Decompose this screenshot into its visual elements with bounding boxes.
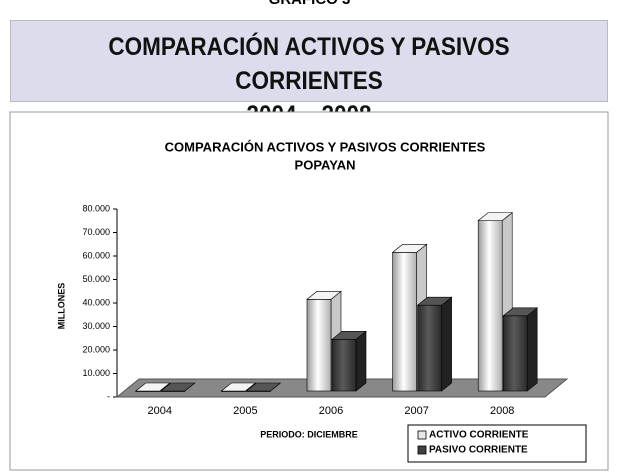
page-header: GRAFICO 3 (0, 0, 619, 8)
x-tick-label: 2008 (490, 405, 514, 417)
legend-swatch (417, 430, 427, 440)
bar (245, 382, 282, 392)
y-tick-label: 40.000 (82, 297, 110, 307)
x-tick-label: 2005 (233, 405, 257, 417)
x-tick-label: 2006 (319, 405, 343, 417)
bar-top (159, 382, 196, 392)
y-tick-label: 20.000 (82, 344, 110, 354)
y-tick-label: - (107, 391, 110, 401)
x-tick-label: 2004 (148, 405, 172, 417)
bar-top (245, 382, 282, 392)
legend-box (407, 424, 587, 463)
x-tick-label: 2007 (404, 405, 428, 417)
bar-top (391, 244, 428, 253)
bar-top (416, 296, 453, 306)
y-tick-label: 10.000 (82, 368, 110, 378)
bar-top (502, 307, 539, 317)
bar-front (417, 304, 442, 392)
chart-subtitle: POPAYAN (295, 157, 356, 172)
y-tick-label: 60.000 (82, 250, 110, 260)
bar-top (331, 330, 367, 340)
y-tick-label: 50.000 (82, 274, 110, 284)
bar-top (477, 212, 514, 221)
y-tick-label: 80.000 (82, 203, 110, 213)
bar-front (306, 299, 332, 392)
bar-top (306, 291, 342, 300)
y-axis-label: MILLONES (56, 283, 66, 330)
bar (220, 382, 257, 392)
bar-front (502, 315, 528, 392)
bar (331, 330, 367, 392)
bar-front (477, 220, 503, 392)
legend-label: ACTIVO CORRIENTE (429, 430, 529, 441)
bar-side (441, 296, 452, 392)
bar (134, 382, 171, 392)
y-tick-label: 30.000 (82, 321, 110, 331)
bar-front (331, 338, 357, 392)
bar-front (392, 252, 417, 392)
legend-label: PASIVO CORRIENTE (429, 445, 528, 456)
bar-side (355, 330, 367, 392)
bar-side (526, 307, 538, 392)
bar-top (134, 382, 171, 392)
y-tick-label: 70.000 (82, 227, 110, 237)
bar (416, 296, 453, 392)
x-axis-label: PERIODO: DICIEMBRE (260, 429, 358, 439)
bar-top (220, 382, 257, 392)
banner-line: COMPARACIÓN ACTIVOS Y PASIVOS CORRIENTES (108, 33, 510, 95)
bar (502, 307, 539, 392)
chart-title: COMPARACIÓN ACTIVOS Y PASIVOS CORRIENTES (165, 139, 486, 154)
bar (159, 382, 196, 392)
legend-swatch (417, 445, 427, 455)
